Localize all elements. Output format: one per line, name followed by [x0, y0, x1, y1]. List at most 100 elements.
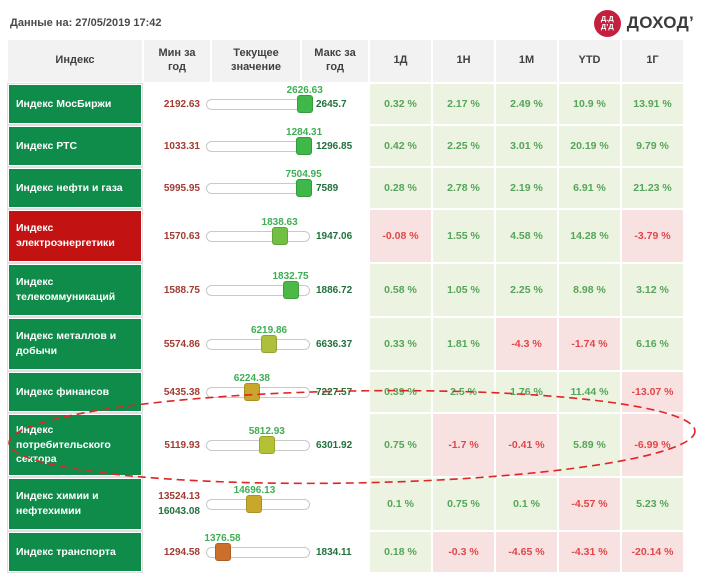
change-1w: -0.3 % [433, 532, 494, 572]
change-1w: 2.17 % [433, 84, 494, 124]
max-value: 1296.85 [316, 140, 353, 152]
change-1w: 0.75 % [433, 478, 494, 530]
range-cell: 5574.86 6219.86 6636.37 [144, 318, 368, 370]
current-value: 7504.95 [285, 168, 322, 180]
table-row: Индекс финансов 5435.38 6224.38 7227.57 … [8, 372, 696, 412]
min-value: 5995.95 [163, 182, 200, 194]
slider-handle[interactable] [261, 334, 278, 353]
min-value: 13524.13 [158, 491, 200, 502]
index-label[interactable]: Индекс химии и нефтехимии [8, 478, 142, 530]
index-label[interactable]: Индекс МосБиржи [8, 84, 142, 124]
col-header-max: Макс за год [302, 40, 368, 82]
col-header-1y: 1Г [622, 40, 683, 82]
change-1w: 1.81 % [433, 318, 494, 370]
top-bar: Данные на: 27/05/2019 17:42 Д.Д Д’Д ДОХО… [8, 8, 696, 40]
range-cell: 1294.58 1376.58 1834.11 [144, 532, 368, 572]
change-1y: 6.16 % [622, 318, 683, 370]
change-1m: -0.41 % [496, 414, 557, 476]
col-header-1w: 1Н [433, 40, 494, 82]
max-value: 6636.37 [316, 338, 353, 350]
index-label[interactable]: Индекс РТС [8, 126, 142, 166]
slider-track: 5812.93 [206, 426, 310, 454]
max-value: 1834.11 [316, 546, 352, 558]
slider-handle[interactable] [258, 435, 275, 454]
index-table: Индекс Мин за год Текущее значение Макс … [8, 40, 696, 572]
slider-track: 1832.75 [206, 271, 310, 299]
min-value: 5119.93 [164, 439, 200, 451]
col-header-min: Мин за год [144, 40, 210, 82]
current-value: 1832.75 [272, 270, 309, 282]
current-value: 1376.58 [204, 532, 241, 544]
change-1m: -4.3 % [496, 318, 557, 370]
change-1m: 4.58 % [496, 210, 557, 262]
slider-handle[interactable] [246, 494, 263, 513]
change-1w: 2.78 % [433, 168, 494, 208]
dohod-logo[interactable]: Д.Д Д’Д ДОХОД’ [593, 9, 694, 37]
change-ytd: -4.57 % [559, 478, 620, 530]
col-header-current: Текущее значение [212, 40, 300, 82]
change-1y: -3.79 % [622, 210, 683, 262]
range-cell: 13524.13 16043.08 14696.13 [144, 478, 368, 530]
slider-handle[interactable] [296, 136, 313, 155]
index-label[interactable]: Индекс транспорта [8, 532, 142, 572]
change-1y: -6.99 % [622, 414, 683, 476]
change-1d: 0.32 % [370, 84, 431, 124]
range-cell: 1570.63 1838.63 1947.06 [144, 210, 368, 262]
index-label[interactable]: Индекс металлов и добычи [8, 318, 142, 370]
current-value: 1838.63 [261, 216, 298, 228]
slider-handle[interactable] [271, 226, 288, 245]
current-value: 1284.31 [286, 126, 323, 138]
change-1y: 3.12 % [622, 264, 683, 316]
table-row: Индекс металлов и добычи 5574.86 6219.86… [8, 318, 696, 370]
max-value: 1886.72 [316, 284, 353, 296]
slider-handle[interactable] [296, 94, 313, 113]
range-cell: 5995.95 7504.95 7589 [144, 168, 368, 208]
change-1y: -13.07 % [622, 372, 683, 412]
change-1m: 0.1 % [496, 478, 557, 530]
range-cell: 1588.75 1832.75 1886.72 [144, 264, 368, 316]
change-1m: 2.25 % [496, 264, 557, 316]
change-1y: 9.79 % [622, 126, 683, 166]
current-value: 2626.63 [286, 84, 323, 96]
index-label[interactable]: Индекс телекоммуникаций [8, 264, 142, 316]
max-value: 1947.06 [316, 230, 353, 242]
slider-handle[interactable] [214, 542, 231, 561]
slider-track: 1838.63 [206, 217, 310, 245]
slider-handle[interactable] [295, 178, 312, 197]
change-1d: 0.75 % [370, 414, 431, 476]
table-row: Индекс химии и нефтехимии 13524.13 16043… [8, 478, 696, 530]
change-1y: 5.23 % [622, 478, 683, 530]
change-1y: 13.91 % [622, 84, 683, 124]
change-ytd: 8.98 % [559, 264, 620, 316]
change-1w: 2.5 % [433, 372, 494, 412]
current-value: 6224.38 [233, 372, 270, 384]
min-value: 2192.63 [163, 98, 200, 110]
change-1m: 2.19 % [496, 168, 557, 208]
range-cell: 5119.93 5812.93 6301.92 [144, 414, 368, 476]
col-header-1m: 1М [496, 40, 557, 82]
change-1m: -4.65 % [496, 532, 557, 572]
change-1w: 2.25 % [433, 126, 494, 166]
table-row: Индекс электроэнергетики 1570.63 1838.63… [8, 210, 696, 262]
index-label[interactable]: Индекс финансов [8, 372, 142, 412]
change-1d: 0.28 % [370, 168, 431, 208]
change-ytd: 11.44 % [559, 372, 620, 412]
index-label[interactable]: Индекс нефти и газа [8, 168, 142, 208]
table-row: Индекс телекоммуникаций 1588.75 1832.75 … [8, 264, 696, 316]
table-row: Индекс МосБиржи 2192.63 2626.63 2645.7 0… [8, 84, 696, 124]
change-1m: 2.49 % [496, 84, 557, 124]
change-1y: -20.14 % [622, 532, 683, 572]
change-1d: 0.39 % [370, 372, 431, 412]
min-max-stack: 13524.13 16043.08 [146, 491, 200, 517]
slider-handle[interactable] [243, 382, 260, 401]
slider-track: 7504.95 [206, 169, 322, 197]
max-value: 6301.92 [316, 439, 353, 451]
slider-track: 6219.86 [206, 325, 310, 353]
table-header-row: Индекс Мин за год Текущее значение Макс … [8, 40, 696, 82]
slider-handle[interactable] [282, 280, 299, 299]
max-value: 7227.57 [316, 386, 353, 398]
table-row-consumer-sector: Индекс потребительского сектора 5119.93 … [8, 414, 696, 476]
change-1d: 0.33 % [370, 318, 431, 370]
index-label[interactable]: Индекс электроэнергетики [8, 210, 142, 262]
index-label[interactable]: Индекс потребительского сектора [8, 414, 142, 476]
